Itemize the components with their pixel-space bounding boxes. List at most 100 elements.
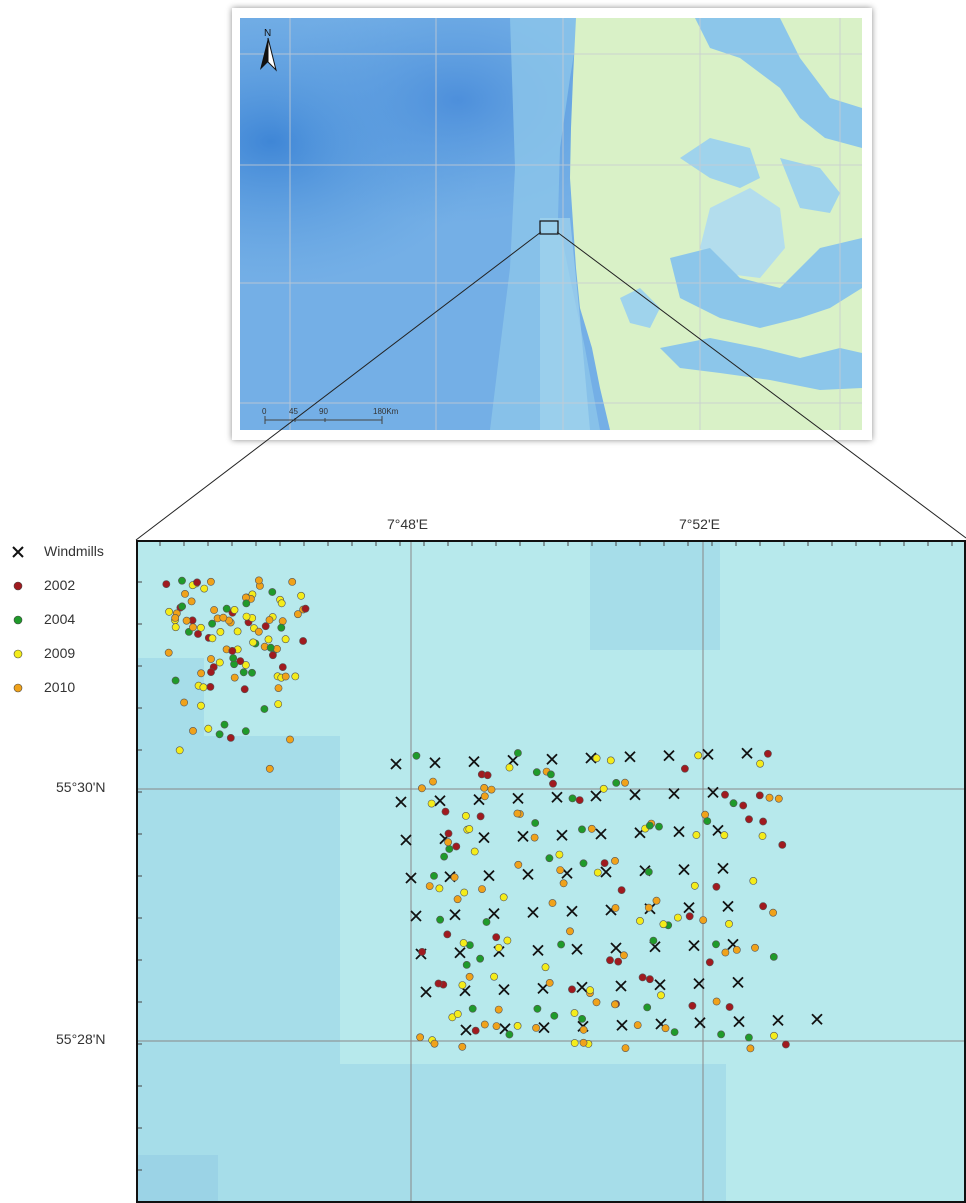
observation-point: [644, 867, 653, 876]
observation-point: [685, 912, 694, 921]
observation-point: [606, 956, 614, 965]
observation-point: [732, 945, 741, 954]
observation-point: [505, 763, 514, 772]
observation-point: [194, 630, 202, 638]
observation-point: [746, 1044, 755, 1053]
observation-point: [480, 792, 489, 801]
windmill-marker: [693, 977, 705, 990]
observation-point: [725, 919, 733, 928]
legend-label: 2004: [44, 611, 76, 627]
observation-point: [277, 623, 286, 632]
observation-point: [681, 764, 689, 773]
observation-point: [765, 793, 774, 802]
observation-point: [638, 973, 647, 982]
observation-point: [445, 845, 454, 853]
windmill-marker: [488, 907, 500, 920]
observation-point: [505, 1030, 514, 1039]
observation-point: [759, 817, 767, 826]
observation-point: [578, 1014, 586, 1023]
windmill-marker: [532, 944, 544, 957]
lon-label: 7°52'E: [679, 516, 720, 532]
observation-point: [240, 685, 249, 694]
detail-graticule: [136, 540, 966, 1203]
observation-point: [440, 852, 448, 861]
observation-point: [241, 727, 250, 736]
windmill-marker: [527, 906, 539, 919]
observation-point: [197, 669, 205, 678]
observation-point: [721, 790, 729, 799]
lon-label: 7°48'E: [387, 516, 428, 532]
windmill-marker: [595, 828, 607, 840]
lat-label: 55°28'N: [56, 1031, 106, 1047]
observation-point: [549, 779, 557, 788]
observation-point: [465, 972, 474, 981]
observation-point: [568, 985, 576, 994]
observation-point: [412, 751, 421, 760]
overview-map: N 0 45 90 180Km: [232, 8, 872, 440]
observation-point: [281, 672, 290, 681]
observation-point: [193, 578, 201, 587]
observation-point: [471, 1026, 480, 1035]
observation-point: [242, 612, 251, 621]
observation-point: [578, 825, 586, 834]
observation-point: [443, 930, 452, 939]
windmill-marker: [600, 866, 612, 878]
observation-point: [611, 856, 619, 865]
observation-point: [749, 876, 758, 885]
windmill-marker: [590, 790, 602, 802]
observation-point: [268, 651, 277, 660]
observation-point: [661, 1024, 670, 1033]
observation-point: [444, 829, 453, 838]
observation-point: [418, 947, 426, 956]
observation-point: [778, 840, 787, 849]
observation-point: [416, 1033, 424, 1042]
observation-point: [617, 886, 626, 894]
observation-point: [764, 749, 772, 758]
observation-point: [587, 824, 596, 833]
observation-point: [514, 860, 523, 869]
observation-point: [261, 622, 270, 631]
observation-point: [770, 1031, 778, 1040]
windmill-marker: [551, 791, 563, 803]
observation-point: [652, 896, 661, 905]
observation-point: [619, 951, 628, 960]
windmill-marker: [576, 981, 588, 993]
observation-point: [299, 637, 307, 645]
observation-point: [557, 940, 565, 949]
observation-point: [215, 658, 224, 667]
observation-point: [187, 597, 196, 606]
observation-point: [599, 784, 608, 793]
observation-point: [458, 1042, 467, 1051]
observation-point: [268, 588, 277, 596]
observation-point: [769, 952, 778, 961]
observation-point: [633, 1021, 642, 1029]
observation-point: [178, 602, 186, 611]
observation-point: [215, 730, 224, 739]
observation-point: [165, 607, 173, 616]
windmill-marker: [722, 900, 734, 913]
windmill-marker: [688, 939, 700, 952]
observation-point: [674, 913, 682, 922]
observation-point: [273, 645, 281, 653]
windmill-marker: [546, 753, 558, 765]
observation-point: [207, 655, 215, 663]
map-frame: [136, 540, 966, 1203]
windmill-marker: [683, 901, 695, 914]
windmill-marker: [390, 758, 402, 770]
observation-point: [230, 606, 239, 614]
observation-point: [550, 1011, 559, 1020]
observation-point: [494, 1005, 503, 1014]
observation-point: [720, 831, 729, 840]
observation-point: [266, 643, 275, 652]
observation-point: [265, 764, 274, 773]
observation-point: [476, 812, 485, 821]
windmill-marker: [629, 789, 641, 801]
windmill-marker: [483, 869, 495, 882]
observation-point: [579, 1025, 588, 1034]
observation-point: [530, 833, 539, 842]
overview-map-canvas: N 0 45 90 180Km: [240, 18, 862, 430]
observation-point: [503, 936, 512, 945]
windmill-marker: [556, 829, 568, 841]
observation-point: [657, 991, 665, 1000]
observation-point: [646, 975, 654, 984]
